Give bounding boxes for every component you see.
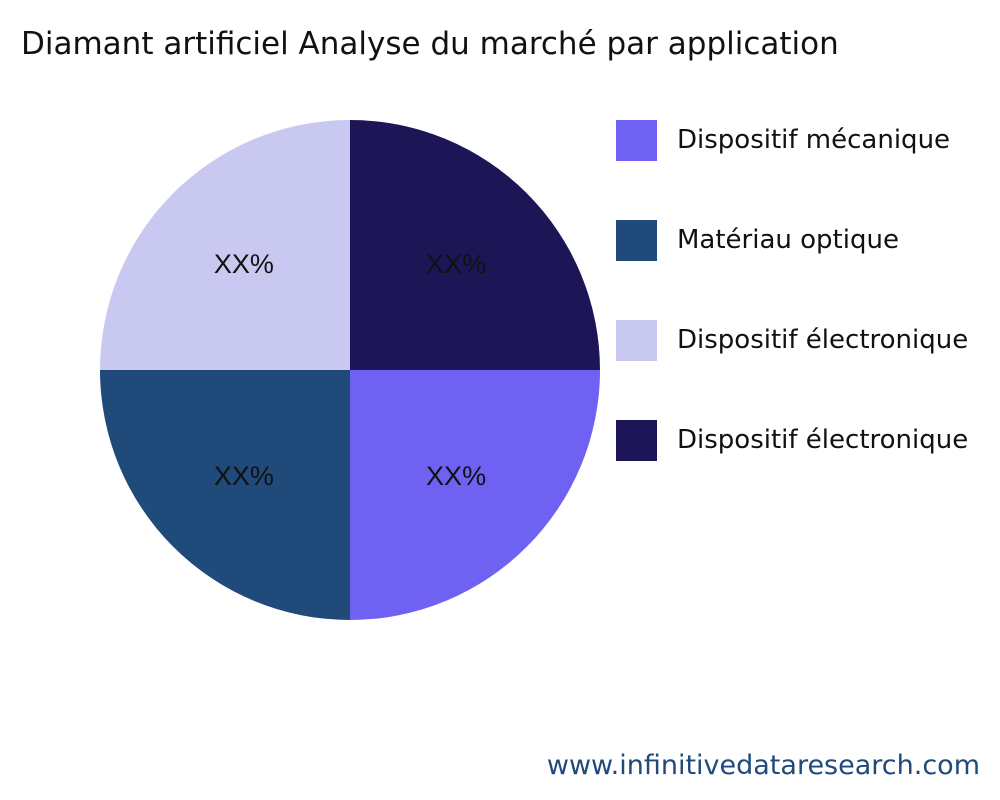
pie-slice xyxy=(100,120,350,370)
legend-item[interactable]: Dispositif mécanique xyxy=(616,119,950,161)
slice-data-label: XX% xyxy=(214,461,274,491)
legend-swatch xyxy=(616,419,657,461)
pie-slice xyxy=(350,370,600,620)
slice-data-label: XX% xyxy=(214,249,274,279)
chart-title: Diamant artificiel Analyse du marché par… xyxy=(21,26,839,62)
legend-swatch xyxy=(616,219,657,261)
legend-item[interactable]: Matériau optique xyxy=(616,219,899,261)
legend-swatch xyxy=(616,119,657,161)
legend-swatch xyxy=(616,319,657,361)
pie-slice xyxy=(100,370,350,620)
legend-item[interactable]: Dispositif électronique xyxy=(616,319,968,361)
slice-data-label: XX% xyxy=(426,461,486,491)
footer-url: www.infinitivedataresearch.com xyxy=(546,750,980,781)
legend-item[interactable]: Dispositif électronique xyxy=(616,419,968,461)
legend-label: Dispositif mécanique xyxy=(677,125,951,155)
legend-label: Dispositif électronique xyxy=(677,425,969,455)
slice-data-label: XX% xyxy=(426,249,486,279)
legend-label: Matériau optique xyxy=(677,225,899,255)
legend-label: Dispositif électronique xyxy=(677,325,969,355)
pie-slice xyxy=(350,120,600,370)
